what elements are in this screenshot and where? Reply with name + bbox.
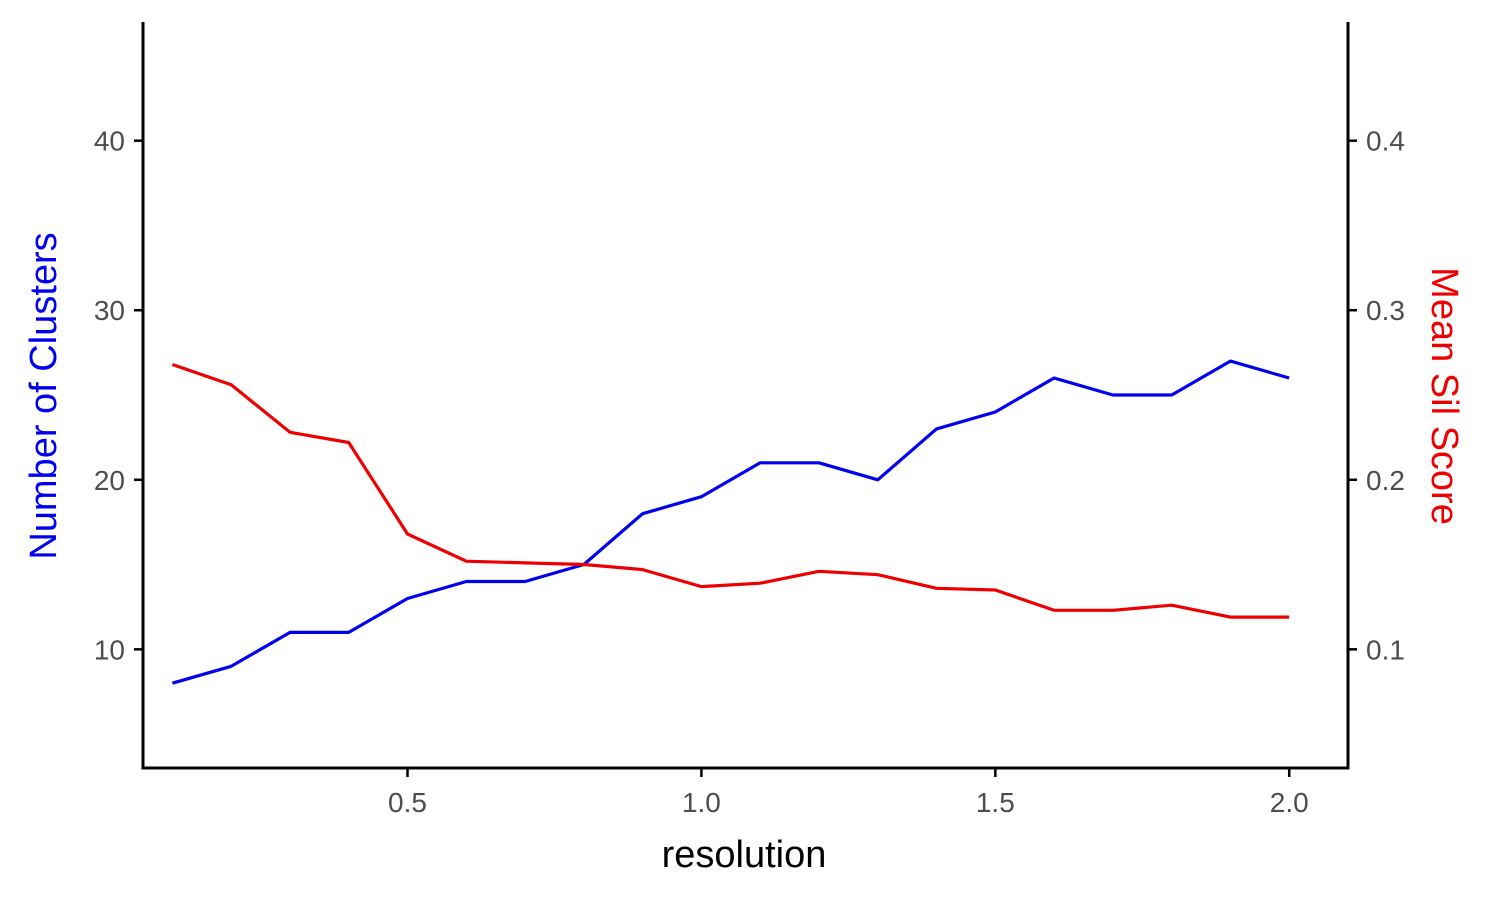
number-of-clusters-line bbox=[171, 359, 1290, 685]
x-tick-label: 1.5 bbox=[976, 787, 1015, 818]
right-y-tick-label: 0.2 bbox=[1366, 465, 1405, 496]
x-axis-title: resolution bbox=[662, 834, 827, 876]
left-y-tick-label: 40 bbox=[94, 126, 125, 157]
right-y-tick-label: 0.3 bbox=[1366, 295, 1405, 326]
right-y-tick-label: 0.4 bbox=[1366, 126, 1405, 157]
right-y-tick-label: 0.1 bbox=[1366, 634, 1405, 665]
left-y-tick-label: 30 bbox=[94, 295, 125, 326]
x-tick-label: 1.0 bbox=[682, 787, 721, 818]
right-y-axis-title: Mean Sil Score bbox=[1423, 267, 1465, 525]
left-y-tick-label: 20 bbox=[94, 465, 125, 496]
x-tick-label: 2.0 bbox=[1270, 787, 1309, 818]
plot-area: 0.5 1.0 1.5 2.0 10 20 30 40 0.1 0.2 0.3 0.4 bbox=[94, 22, 1405, 818]
mean-sil-score-line bbox=[171, 362, 1290, 619]
x-tick-label: 0.5 bbox=[388, 787, 427, 818]
left-y-axis-title: Number of Clusters bbox=[23, 232, 65, 559]
left-y-tick-label: 10 bbox=[94, 634, 125, 665]
